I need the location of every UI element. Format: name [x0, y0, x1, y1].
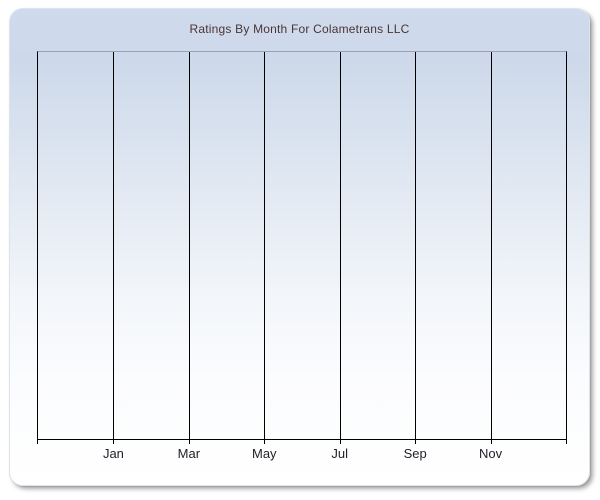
x-gridline — [113, 52, 115, 439]
x-axis-label: Mar — [177, 446, 201, 461]
x-gridline — [188, 52, 190, 439]
x-gridline — [490, 52, 492, 439]
x-gridline — [264, 52, 266, 439]
chart-panel: Ratings By Month For Colametrans LLC Jan… — [9, 8, 590, 486]
x-axis-tick — [415, 440, 417, 444]
x-axis-label: Sep — [403, 446, 427, 461]
x-axis-tick — [113, 440, 115, 444]
x-axis-tick — [566, 440, 567, 444]
x-axis-label: Jan — [102, 446, 124, 461]
chart-title: Ratings By Month For Colametrans LLC — [189, 22, 410, 36]
x-axis-tick — [188, 440, 190, 444]
x-axis-tick — [264, 440, 266, 444]
x-axis-label: Nov — [479, 446, 503, 461]
x-axis-tick — [37, 440, 38, 444]
x-gridline — [415, 52, 417, 439]
x-axis-tick — [490, 440, 492, 444]
x-axis-tick — [339, 440, 341, 444]
x-axis-label: Jul — [331, 446, 349, 461]
x-gridline — [339, 52, 341, 439]
plot-area: Jan Mar May Jul Sep Nov — [37, 51, 567, 461]
x-axis-label: May — [252, 446, 277, 461]
